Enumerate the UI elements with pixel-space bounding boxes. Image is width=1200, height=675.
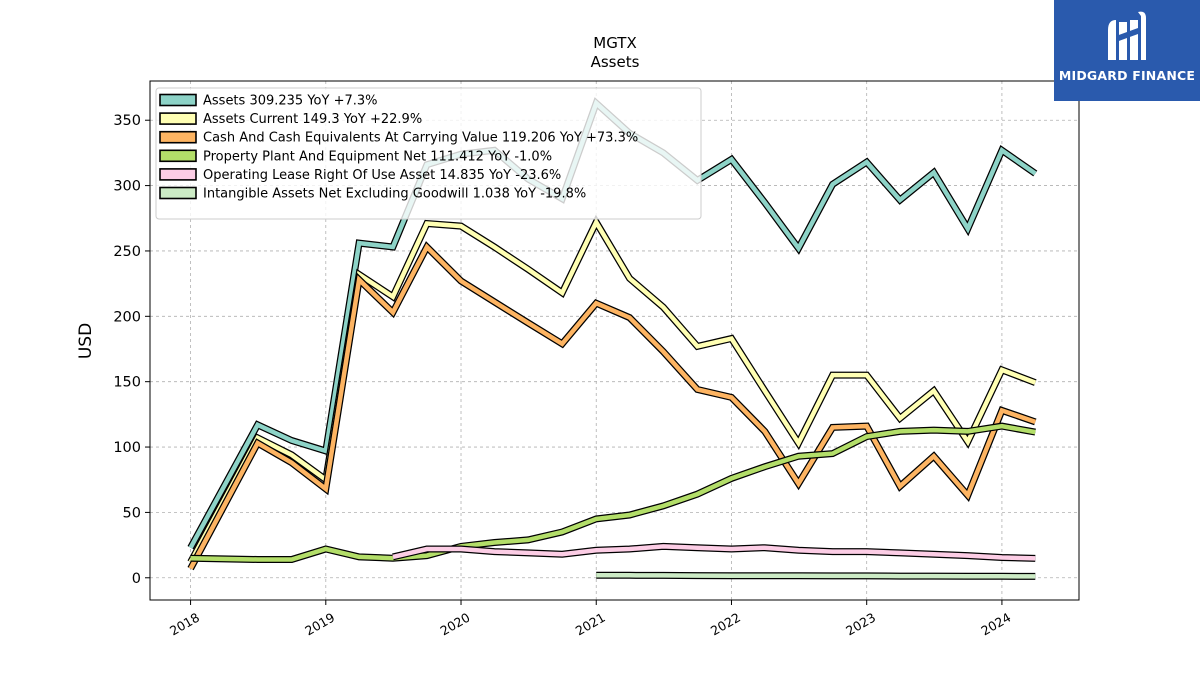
midgard-logo-icon xyxy=(1108,11,1146,61)
legend-entry: Assets 309.235 YoY +7.3% xyxy=(203,94,378,109)
legend-swatch xyxy=(159,93,197,107)
y-tick-label: 150 xyxy=(113,375,141,391)
series-line xyxy=(392,544,1036,561)
y-tick-label: 300 xyxy=(113,179,141,195)
series-line xyxy=(596,572,1036,579)
series-3 xyxy=(190,422,1036,563)
x-tick-label: 2021 xyxy=(573,610,608,639)
legend-swatch xyxy=(159,130,197,144)
chart-title: MGTX xyxy=(593,34,636,52)
legend-swatch xyxy=(159,112,197,125)
legend: Assets 309.235 YoY +7.3% Assets Current 1… xyxy=(155,87,702,220)
y-tick-label: 0 xyxy=(132,571,141,587)
y-axis-label: USD xyxy=(76,323,96,359)
legend-swatch xyxy=(159,168,197,181)
legend-entry: Intangible Assets Net Excluding Goodwill… xyxy=(203,187,586,202)
x-axis-ticks: 2018 2019 2020 2021 2022 2023 2024 xyxy=(167,600,1013,639)
x-tick-label: 2020 xyxy=(437,610,472,639)
legend-entry: Property Plant And Equipment Net 111.412… xyxy=(203,149,552,164)
legend-entry: Operating Lease Right Of Use Asset 14.83… xyxy=(203,168,561,183)
brand-logo: MIDGARD FINANCE xyxy=(1054,0,1200,101)
y-tick-label: 250 xyxy=(113,244,141,260)
series-line xyxy=(188,217,1037,564)
series-line-outline xyxy=(187,214,1037,564)
legend-swatch xyxy=(159,149,197,163)
y-tick-label: 200 xyxy=(113,309,141,325)
series-2 xyxy=(187,241,1037,571)
legend-box xyxy=(155,87,702,220)
y-tick-label: 50 xyxy=(123,505,141,521)
x-tick-label: 2018 xyxy=(167,610,202,639)
x-tick-label: 2023 xyxy=(843,610,878,639)
series-5 xyxy=(596,571,1036,580)
x-tick-label: 2019 xyxy=(302,610,337,639)
series-line xyxy=(190,423,1036,562)
x-tick-label: 2024 xyxy=(978,610,1013,639)
legend-swatch xyxy=(159,186,197,200)
plot-frame xyxy=(149,80,1080,601)
y-tick-label: 350 xyxy=(113,113,141,129)
series-4 xyxy=(392,542,1036,562)
legend-entry: Cash And Cash Equivalents At Carrying Va… xyxy=(203,131,638,146)
x-tick-label: 2022 xyxy=(708,610,743,639)
series-1 xyxy=(187,214,1037,564)
chart-subtitle: Assets xyxy=(591,53,640,71)
brand-name: MIDGARD FINANCE xyxy=(1058,68,1196,83)
series-line xyxy=(188,243,1037,570)
legend-entry: Assets Current 149.3 YoY +22.9% xyxy=(203,112,422,127)
y-tick-label: 100 xyxy=(113,440,141,456)
y-axis-ticks: 0 50 100 150 200 250 300 350 xyxy=(113,113,150,587)
